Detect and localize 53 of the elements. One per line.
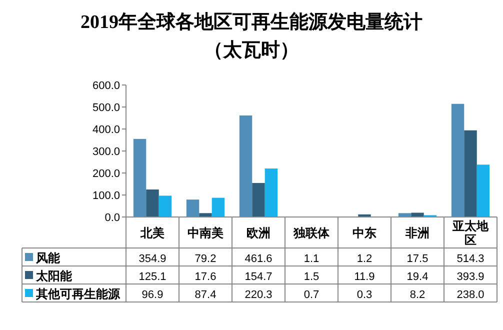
x-tick-label: 非洲: [404, 226, 430, 240]
x-tick-label: 亚太地区: [452, 219, 490, 247]
data-label: 17.5: [406, 253, 428, 265]
data-label: 1.1: [304, 253, 320, 265]
legend-label: 其他可再生能源: [35, 287, 121, 301]
data-label: 461.6: [244, 253, 272, 265]
data-label: 220.3: [244, 289, 272, 301]
bar: [212, 198, 225, 217]
data-label: 125.1: [138, 271, 166, 283]
bar: [252, 182, 265, 217]
x-tick-label: 中东: [352, 226, 376, 240]
x-tick-label: 中南美: [188, 226, 224, 240]
bar: [146, 189, 159, 217]
data-label: 1.2: [356, 253, 372, 265]
bar: [133, 138, 146, 217]
data-label: 354.9: [138, 253, 166, 265]
data-label: 19.4: [406, 271, 428, 283]
y-tick-label: 300.0: [92, 146, 120, 158]
data-label: 393.9: [456, 271, 484, 283]
y-tick-label: 100.0: [92, 190, 120, 202]
data-label: 11.9: [354, 271, 375, 283]
data-label: 8.2: [410, 289, 426, 301]
data-label: 1.5: [304, 271, 320, 283]
bar: [411, 212, 424, 217]
chart-title: 2019年全球各地区可再生能源发电量统计: [80, 11, 422, 33]
bar: [158, 196, 172, 217]
legend-label: 太阳能: [35, 269, 73, 283]
data-label: 87.4: [194, 289, 216, 301]
y-tick-label: 500.0: [92, 102, 120, 114]
bar: [239, 115, 252, 217]
y-tick-label: 0.0: [104, 212, 120, 224]
data-label: 238.0: [456, 289, 484, 301]
data-label: 96.9: [142, 289, 164, 301]
data-label: 154.7: [244, 271, 272, 283]
x-tick-label: 北美: [140, 226, 164, 240]
bar: [186, 200, 200, 217]
x-tick-label: 欧洲: [246, 226, 270, 240]
data-label: 514.3: [456, 253, 484, 265]
legend-label: 风能: [35, 251, 61, 265]
bar: [199, 213, 212, 217]
y-tick-label: 600.0: [92, 80, 120, 92]
y-tick-label: 200.0: [92, 168, 120, 180]
x-tick-label: 独联体: [292, 226, 330, 240]
bar: [464, 130, 477, 217]
bar: [264, 168, 278, 217]
bar: [476, 164, 490, 217]
chart-subtitle: （太瓦时）: [204, 39, 299, 61]
bar: [451, 104, 464, 217]
y-tick-label: 400.0: [92, 124, 120, 136]
data-label: 17.6: [194, 271, 216, 283]
data-label: 79.2: [194, 253, 216, 265]
data-label: 0.7: [304, 289, 320, 301]
data-label: 0.3: [356, 289, 372, 301]
